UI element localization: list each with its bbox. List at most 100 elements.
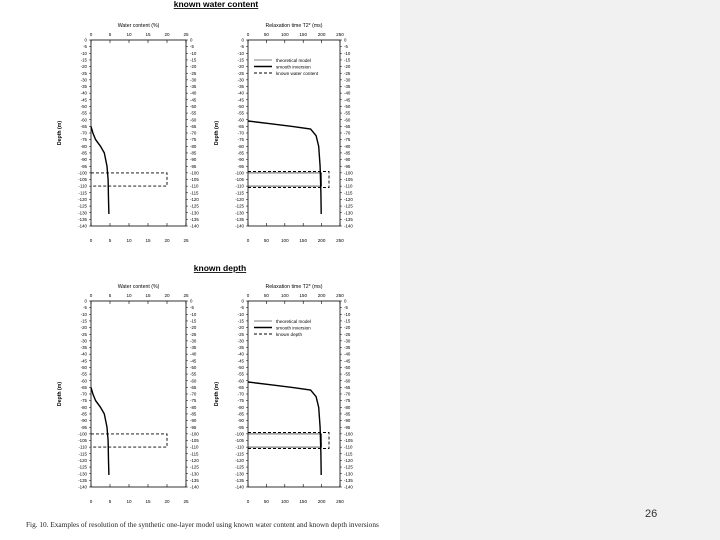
y-tick-label-left: -40 bbox=[81, 352, 88, 357]
y-tick-label-right: -20 bbox=[344, 64, 351, 69]
y-tick-label-left: -65 bbox=[238, 124, 245, 129]
plot-frame bbox=[90, 300, 187, 488]
x-tick-label-top: 15 bbox=[145, 32, 151, 37]
y-tick-label-right: -40 bbox=[344, 352, 351, 357]
y-tick-label-right: -135 bbox=[190, 478, 199, 483]
y-tick-label-left: -65 bbox=[81, 124, 88, 129]
y-tick-label-right: -10 bbox=[344, 312, 351, 317]
y-tick-label-right: -95 bbox=[190, 164, 197, 169]
x-tick-label-top: 5 bbox=[109, 32, 112, 37]
x-tick-label-top: 20 bbox=[164, 32, 170, 37]
y-tick-label-right: -90 bbox=[344, 418, 351, 423]
y-tick-label-right: 0 bbox=[344, 299, 347, 304]
x-tick-label-bottom: 150 bbox=[299, 499, 307, 504]
y-tick-label-right: -35 bbox=[190, 345, 197, 350]
y-tick-label-left: -5 bbox=[240, 305, 244, 310]
x-tick-label-bottom: 200 bbox=[318, 238, 326, 243]
x-axis-label: Water content (%) bbox=[118, 23, 160, 29]
x-tick-label-top: 0 bbox=[90, 32, 93, 37]
y-tick-label-left: -30 bbox=[238, 77, 245, 82]
x-tick-label-top: 10 bbox=[126, 32, 132, 37]
y-tick-label-right: -125 bbox=[190, 465, 199, 470]
y-tick-label-right: -125 bbox=[190, 204, 199, 209]
y-tick-label-right: -115 bbox=[344, 190, 353, 195]
y-tick-label-right: -10 bbox=[344, 51, 351, 56]
y-tick-label-right: -10 bbox=[190, 51, 197, 56]
y-tick-label-left: -90 bbox=[238, 418, 245, 423]
y-tick-label-right: -135 bbox=[190, 217, 199, 222]
y-tick-label-left: -85 bbox=[81, 412, 88, 417]
x-tick-label-top: 250 bbox=[336, 293, 344, 298]
y-tick-label-right: -45 bbox=[344, 97, 351, 102]
x-tick-label-top: 250 bbox=[336, 32, 344, 37]
y-tick-label-left: -45 bbox=[238, 358, 245, 363]
y-tick-label-left: -120 bbox=[78, 458, 87, 463]
y-tick-label-right: -100 bbox=[344, 431, 353, 436]
y-tick-label-left: -130 bbox=[78, 210, 87, 215]
y-tick-label-left: -110 bbox=[79, 445, 88, 450]
y-tick-label-right: -20 bbox=[190, 64, 197, 69]
y-tick-label-left: -135 bbox=[235, 217, 244, 222]
y-tick-label-right: -130 bbox=[344, 210, 353, 215]
y-tick-label-right: -80 bbox=[190, 144, 197, 149]
y-tick-label-left: -45 bbox=[81, 97, 88, 102]
y-tick-label-left: -40 bbox=[238, 91, 245, 96]
y-tick-label-right: -20 bbox=[190, 325, 197, 330]
y-tick-label-left: -110 bbox=[79, 184, 88, 189]
y-tick-label-left: -125 bbox=[235, 465, 244, 470]
y-tick-label-right: -120 bbox=[344, 197, 353, 202]
y-tick-label-right: -135 bbox=[344, 478, 353, 483]
y-tick-label-right: -120 bbox=[344, 458, 353, 463]
y-tick-label-right: -100 bbox=[190, 170, 199, 175]
x-tick-label-bottom: 20 bbox=[164, 499, 170, 504]
y-tick-label-left: 0 bbox=[85, 38, 88, 43]
y-tick-label-right: -90 bbox=[190, 157, 197, 162]
y-tick-label-left: -100 bbox=[235, 431, 244, 436]
y-tick-label-right: -50 bbox=[344, 365, 351, 370]
x-tick-label-top: 50 bbox=[264, 293, 270, 298]
x-tick-label-bottom: 100 bbox=[281, 499, 289, 504]
x-tick-label-bottom: 10 bbox=[126, 499, 132, 504]
y-tick-label-right: -45 bbox=[190, 358, 197, 363]
y-tick-label-left: -15 bbox=[81, 319, 88, 324]
y-tick-label-left: -15 bbox=[238, 319, 245, 324]
x-tick-label-top: 0 bbox=[247, 293, 250, 298]
y-tick-label-left: -135 bbox=[235, 478, 244, 483]
slide-figure-area bbox=[0, 0, 400, 540]
y-tick-label-left: -25 bbox=[238, 332, 245, 337]
y-tick-label-left: -85 bbox=[238, 151, 245, 156]
y-tick-label-left: -125 bbox=[78, 204, 87, 209]
x-tick-label-bottom: 100 bbox=[281, 238, 289, 243]
y-tick-label-right: -110 bbox=[344, 445, 353, 450]
x-tick-label-top: 100 bbox=[281, 32, 289, 37]
y-tick-label-left: -95 bbox=[238, 425, 245, 430]
y-tick-label-left: -60 bbox=[81, 378, 88, 383]
y-tick-label-right: -35 bbox=[344, 84, 351, 89]
x-tick-label-bottom: 15 bbox=[145, 499, 151, 504]
x-tick-label-bottom: 50 bbox=[264, 238, 270, 243]
x-tick-label-top: 20 bbox=[164, 293, 170, 298]
y-tick-label-left: -110 bbox=[236, 445, 245, 450]
y-tick-label-left: -20 bbox=[81, 64, 88, 69]
y-tick-label-right: -75 bbox=[344, 398, 351, 403]
series-line-known-water-content bbox=[248, 171, 330, 188]
x-tick-label-top: 25 bbox=[183, 293, 189, 298]
y-tick-label-right: -70 bbox=[190, 131, 197, 136]
y-tick-label-right: -130 bbox=[190, 471, 199, 476]
x-axis-label: Water content (%) bbox=[118, 284, 160, 290]
y-tick-label-right: -5 bbox=[190, 305, 194, 310]
y-tick-label-right: -85 bbox=[190, 412, 197, 417]
y-tick-label-right: -110 bbox=[190, 184, 199, 189]
y-tick-label-right: -65 bbox=[344, 385, 351, 390]
y-tick-label-left: -20 bbox=[81, 325, 88, 330]
y-tick-label-left: 0 bbox=[85, 299, 88, 304]
legend-label: smooth inversion bbox=[276, 64, 311, 69]
y-tick-label-left: -90 bbox=[81, 418, 88, 423]
y-axis-label: Depth (m) bbox=[214, 382, 220, 406]
y-tick-label-right: -105 bbox=[190, 438, 199, 443]
y-tick-label-right: -140 bbox=[190, 224, 199, 229]
y-tick-label-left: -5 bbox=[83, 44, 87, 49]
y-tick-label-left: 0 bbox=[242, 299, 245, 304]
y-tick-label-right: -55 bbox=[344, 111, 351, 116]
